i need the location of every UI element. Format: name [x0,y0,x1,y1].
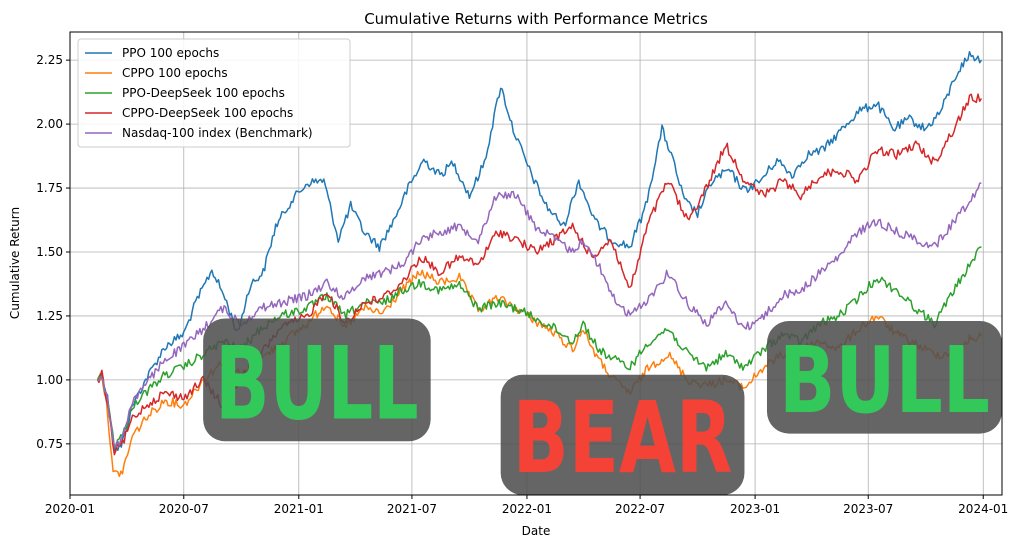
legend-label-0: PPO 100 epochs [122,46,219,60]
series-line-0 [97,50,983,452]
x-axis-ticks: 2020-01 2020-07 2021-01 2021-07 2022-01 2022-… [45,495,1008,516]
regime-labels: BULL BEAR BULL [203,318,1002,496]
y-tick-label: 1.75 [36,181,63,195]
legend-label-4: Nasdaq-100 index (Benchmark) [122,126,313,140]
legend-label-1: CPPO 100 epochs [122,66,228,80]
y-axis-title: Cumulative Return [8,207,22,319]
x-tick-label: 2024-01 [958,502,1008,516]
regime-label-2: BULL [779,327,990,434]
x-tick-label: 2022-01 [502,502,552,516]
regime-label-1: BEAR [513,381,733,496]
y-tick-label: 1.25 [36,309,63,323]
legend: PPO 100 epochs CPPO 100 epochs PPO-DeepSee… [77,38,351,148]
plot-frame [69,31,1003,496]
x-tick-label: 2022-07 [615,502,665,516]
regime-box-1 [500,374,745,495]
y-tick-label: 1.00 [36,373,63,387]
y-axis-ticks: 0.75 1.00 1.25 1.50 1.75 2.00 2.25 [36,53,70,451]
chart-title: Cumulative Returns with Performance Metr… [364,10,708,28]
x-tick-label: 2020-07 [159,502,209,516]
regime-box-0 [203,318,431,442]
y-tick-label: 0.75 [36,437,63,451]
x-axis-title: Date [522,524,551,538]
legend-label-2: PPO-DeepSeek 100 epochs [122,86,285,100]
x-tick-label: 2020-01 [45,502,95,516]
x-tick-label: 2021-07 [387,502,437,516]
regime-box-2 [766,321,1002,434]
y-tick-label: 1.50 [36,245,63,259]
y-tick-label: 2.25 [36,53,63,67]
y-tick-label: 2.00 [36,117,63,131]
legend-box [77,38,351,148]
x-tick-label: 2021-01 [274,502,324,516]
x-tick-label: 2023-07 [843,502,893,516]
regime-label-0: BULL [215,325,419,443]
x-tick-label: 2023-01 [730,502,780,516]
legend-label-3: CPPO-DeepSeek 100 epochs [122,106,293,120]
